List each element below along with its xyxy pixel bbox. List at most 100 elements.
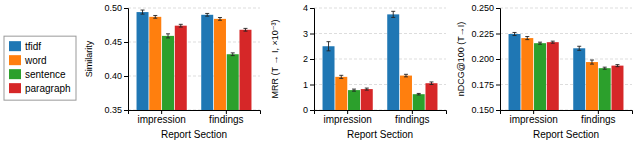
legend-label: tfidf <box>25 41 41 52</box>
bar <box>400 76 412 110</box>
x-tick-label: findings <box>395 114 429 125</box>
y-tick-label: 0.200 <box>471 54 494 64</box>
series <box>162 34 239 110</box>
bar <box>162 36 174 110</box>
bars <box>137 10 252 110</box>
legend-swatch <box>9 69 21 79</box>
legend-label: sentence <box>25 69 66 80</box>
y-tick: 0.45 <box>104 37 128 47</box>
y-tick: 0.50 <box>104 3 128 13</box>
grid-line <box>500 33 632 34</box>
bars <box>323 11 438 110</box>
x-tick: impression <box>509 110 557 125</box>
y-tick-label: 0.175 <box>471 80 494 90</box>
legend-frame <box>4 36 76 100</box>
y-tick-label: 4 <box>303 3 308 13</box>
y-tick-label: 0 <box>303 105 308 115</box>
bar <box>599 68 611 110</box>
legend-item: sentence <box>9 69 66 80</box>
legend-item: word <box>9 55 47 66</box>
y-tick-mark <box>124 42 128 43</box>
y-tick-mark <box>310 59 314 60</box>
y-tick-label: 3 <box>303 29 308 39</box>
bars <box>509 32 624 110</box>
error-bar <box>231 53 235 56</box>
bar <box>611 66 623 110</box>
y-tick-mark <box>310 85 314 86</box>
error-bar <box>218 18 222 21</box>
error-bar <box>590 60 594 64</box>
y-tick: 0.150 <box>471 105 500 115</box>
series <box>361 82 438 110</box>
error-bar <box>404 74 408 77</box>
error-bar <box>365 88 369 90</box>
y-tick-mark <box>310 8 314 9</box>
panel: 0.150 0.175 0.200 0.225 0.250 impressionfindi… <box>456 3 633 142</box>
error-bar <box>513 32 517 35</box>
series <box>547 41 624 110</box>
x-tick-label: impression <box>323 114 371 125</box>
error-bar <box>551 41 555 43</box>
bar <box>239 30 251 110</box>
y-tick: 0.200 <box>471 54 500 64</box>
y-tick-mark <box>124 110 128 111</box>
legend-item: tfidf <box>9 41 41 52</box>
y-tick-mark <box>496 59 500 60</box>
series <box>149 15 226 110</box>
y-tick-mark <box>496 8 500 9</box>
bar <box>509 34 521 110</box>
error-bar <box>391 11 395 17</box>
y-tick: 2 <box>303 54 314 64</box>
x-axis: impressionfindings <box>501 110 633 125</box>
series <box>348 89 425 110</box>
y-tick-mark <box>310 34 314 35</box>
x-axis: impression findings <box>315 110 447 125</box>
grid <box>314 8 446 110</box>
bar <box>361 89 373 110</box>
y-tick-label: 0.50 <box>104 3 122 13</box>
x-tick-label: impression <box>137 114 185 125</box>
error-bar <box>205 13 209 16</box>
series <box>137 10 214 110</box>
legend-label: paragraph <box>25 83 71 94</box>
error-bar <box>166 34 170 38</box>
legend-swatch <box>9 41 21 51</box>
x-tick: findings <box>209 110 243 125</box>
y-tick: 0.40 <box>104 71 128 81</box>
bar <box>547 42 559 110</box>
y-tick-label: 0.45 <box>104 37 122 47</box>
x-tick: findings <box>395 110 429 125</box>
y-tick: 0.175 <box>471 80 500 90</box>
legend-swatch <box>9 55 21 65</box>
bar <box>201 15 213 110</box>
bar <box>335 77 347 110</box>
y-axis: 01234 <box>303 3 315 115</box>
y-axis: 0.35 0.40 0.45 0.50 <box>104 3 128 115</box>
y-axis-title: nDCG@100 (T→I) <box>456 22 466 97</box>
y-tick: 0.250 <box>471 3 500 13</box>
bar <box>149 17 161 110</box>
y-tick-label: 0.225 <box>471 29 494 39</box>
bar <box>175 26 187 110</box>
x-axis-title: Report Section <box>533 129 599 140</box>
series <box>335 74 412 110</box>
y-tick-label: 2 <box>303 54 308 64</box>
grid-line <box>314 8 446 9</box>
error-bar <box>538 42 542 44</box>
chart: 0.35 0.40 0.45 0.50 impression findings Report… <box>0 0 640 142</box>
error-bar <box>327 42 331 51</box>
y-tick: 0.225 <box>471 29 500 39</box>
bar <box>227 54 239 110</box>
panel: 01234impressionfindingsReport SectionMRR… <box>270 3 447 140</box>
y-tick: 4 <box>303 3 314 13</box>
y-tick: 0 <box>303 105 314 115</box>
y-tick: 3 <box>303 29 314 39</box>
y-axis-line <box>310 9 315 111</box>
error-bar <box>577 46 581 50</box>
legend: tfidf word sentence paragraph <box>4 36 76 100</box>
series <box>323 11 400 110</box>
y-tick-mark <box>124 8 128 9</box>
y-tick: 0.35 <box>104 105 128 115</box>
y-tick-mark <box>310 110 314 111</box>
error-bar <box>525 37 529 40</box>
